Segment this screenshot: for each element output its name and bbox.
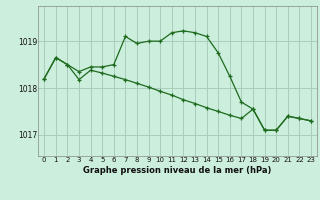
X-axis label: Graphe pression niveau de la mer (hPa): Graphe pression niveau de la mer (hPa) <box>84 166 272 175</box>
